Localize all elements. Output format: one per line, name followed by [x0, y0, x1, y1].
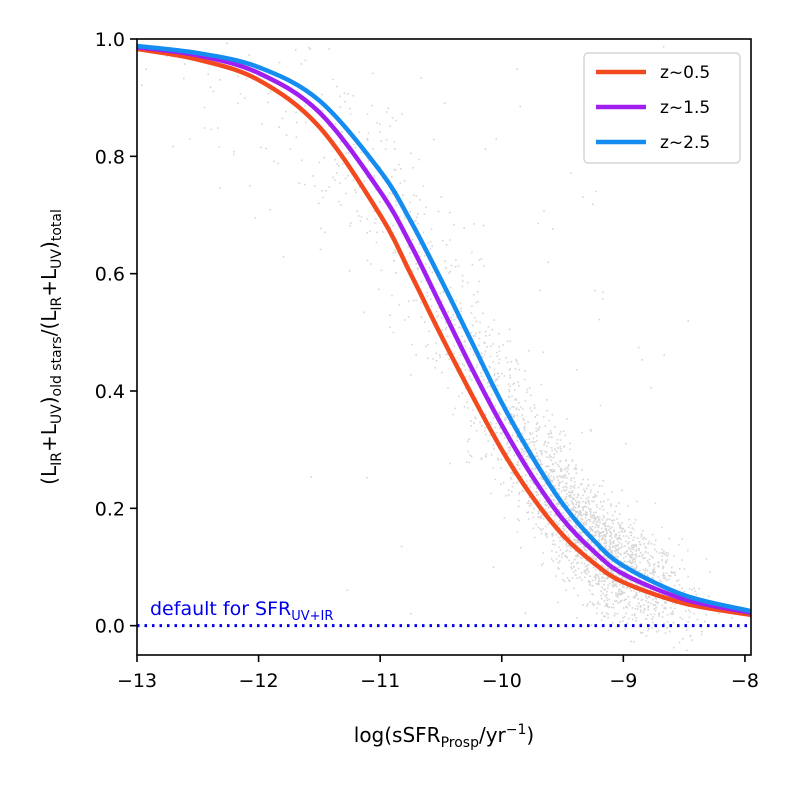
- series-line-z15: [137, 44, 751, 616]
- x-tick-label: −10: [482, 670, 522, 692]
- x-tick-label: −8: [731, 670, 759, 692]
- y-tick-label: 1.0: [95, 29, 125, 51]
- y-tick-label: 0.6: [95, 264, 125, 286]
- legend-label-z25: z~2.5: [660, 133, 710, 153]
- series-lines: [137, 43, 751, 618]
- legend: z~0.5 z~1.5 z~2.5: [583, 52, 741, 164]
- x-tick-label: −13: [117, 670, 157, 692]
- series-line-z05: [137, 46, 751, 618]
- legend-box: [583, 52, 741, 164]
- series-line-z25: [137, 43, 751, 614]
- y-axis-label: (LIR+LUV)old stars/(LIR+LUV)total: [37, 209, 65, 485]
- x-axis-label: log(sSFRProsp/yr−1): [354, 722, 534, 751]
- reference-line-label: default for SFRUV+IR: [150, 598, 333, 624]
- axis-ticks: −13 −12 −11 −10 −9 −8 0.0 0.2 0.4 0.6 0.8 1.0: [95, 29, 759, 692]
- y-tick-label: 0.8: [95, 146, 125, 168]
- legend-label-z05: z~0.5: [660, 63, 710, 83]
- axes-frame: [136, 38, 752, 656]
- legend-label-z15: z~1.5: [660, 98, 710, 118]
- x-tick-label: −12: [239, 670, 279, 692]
- y-tick-label: 0.0: [95, 616, 125, 638]
- x-tick-label: −11: [360, 670, 400, 692]
- x-tick-label: −9: [609, 670, 637, 692]
- y-tick-label: 0.4: [95, 381, 125, 403]
- y-tick-label: 0.2: [95, 498, 125, 520]
